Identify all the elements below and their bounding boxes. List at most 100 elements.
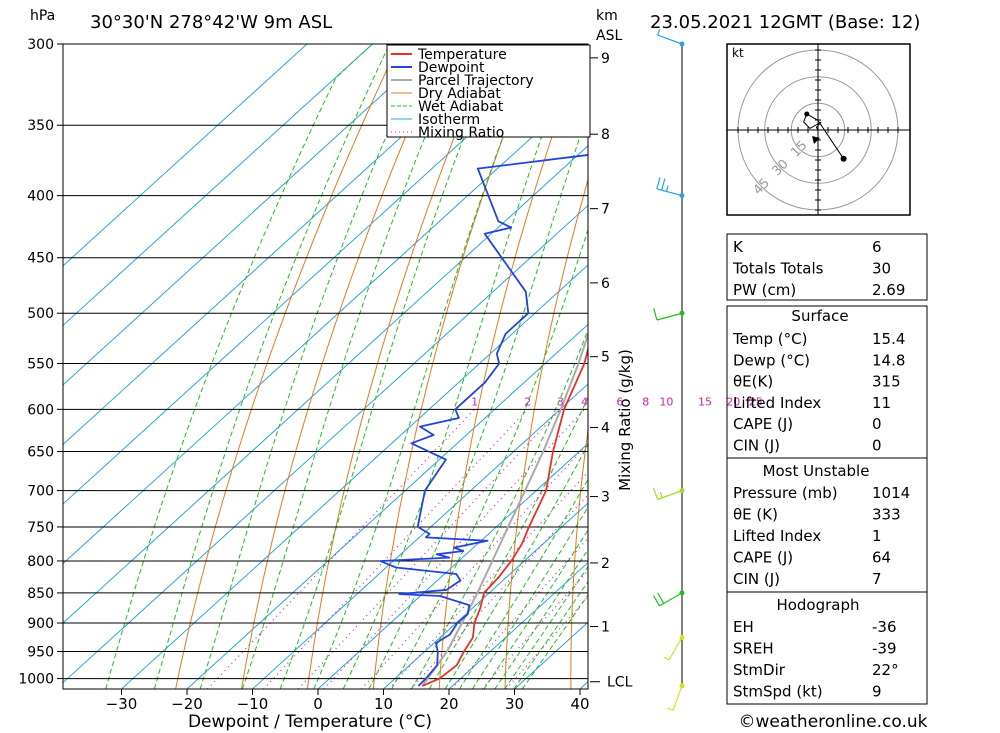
- stat-value: 2.69: [872, 281, 905, 299]
- wind-barb-dot: [679, 488, 685, 494]
- pressure-label: 850: [27, 586, 54, 602]
- x-tick-label: 30: [505, 695, 524, 713]
- stat-value: 0: [872, 437, 882, 455]
- most-unstable-title: Most Unstable: [763, 462, 870, 480]
- isotherm-line: [63, 44, 570, 505]
- x-tick-label: −20: [171, 695, 203, 713]
- wind-barb-staff: [657, 490, 683, 501]
- legend-isotherm: Isotherm: [418, 112, 480, 128]
- wet-adiabat-line: [105, 44, 373, 689]
- wind-barb-flag: [661, 178, 666, 191]
- legend: Temperature Dewpoint Parcel Trajectory D…: [386, 44, 591, 141]
- wind-barb-flag: [657, 592, 665, 604]
- stat-label: CAPE (J): [733, 549, 793, 567]
- pressure-lines: [63, 44, 588, 680]
- isotherm-line: [63, 85, 588, 565]
- x-tick-label: 40: [570, 695, 589, 713]
- wind-barb-dot: [679, 590, 685, 596]
- wet-adiabat-line: [199, 44, 428, 689]
- stat-value: -36: [872, 618, 897, 636]
- stat-label: CIN (J): [733, 437, 780, 455]
- surface-title: Surface: [791, 307, 848, 325]
- pressure-label: 750: [27, 520, 54, 536]
- km-label: 6: [601, 276, 610, 292]
- stat-value: 9: [872, 683, 882, 701]
- stat-label: CAPE (J): [733, 415, 793, 433]
- stat-value: 0: [872, 415, 882, 433]
- wind-barb-staff: [657, 34, 683, 45]
- mixing-ratio-line: [323, 408, 586, 689]
- pressure-label: 300: [27, 37, 54, 53]
- stat-value: 11: [872, 394, 891, 412]
- wind-barb-staff: [668, 637, 683, 661]
- temperature-axis: −30 −20 −10 0 10 20 30 40: [106, 689, 590, 713]
- x-axis-label: Dewpoint / Temperature (°C): [188, 712, 432, 732]
- pressure-label: 550: [27, 357, 54, 373]
- legend-box: [386, 44, 591, 138]
- pressure-label: 900: [27, 616, 54, 632]
- legend-dewpoint: Dewpoint: [418, 60, 485, 76]
- km-label: 3: [601, 490, 610, 506]
- wind-barb: [652, 590, 685, 607]
- pressure-label: 800: [27, 554, 54, 570]
- wind-barb: [653, 308, 685, 321]
- isotherm-line: [63, 145, 588, 624]
- pressure-label: 950: [27, 645, 54, 661]
- temperature-series: [421, 345, 588, 687]
- stat-label: θE (K): [733, 506, 778, 524]
- dry-adiabat-line: [438, 44, 586, 689]
- credit: ©weatheronline.co.uk: [738, 712, 927, 732]
- lcl-label: LCL: [607, 675, 633, 691]
- dry-adiabat-line: [372, 44, 539, 689]
- location-title: 30°30'N 278°42'W 9m ASL: [90, 12, 332, 33]
- km-label: 1: [601, 620, 610, 636]
- pressure-label: 1000: [18, 672, 54, 688]
- temperature-line: [421, 345, 588, 687]
- stat-value: 315: [872, 373, 901, 391]
- mixing-ratio-label: 4: [581, 395, 588, 408]
- hodograph-stats-title: Hodograph: [776, 596, 859, 614]
- wet-adiabat-line: [313, 44, 539, 689]
- dry-adiabat-line: [984, 35, 1000, 689]
- wind-barb-half: [657, 29, 661, 36]
- stat-label: Totals Totals: [732, 260, 824, 278]
- x-tick-label: −10: [237, 695, 269, 713]
- asl-label: ASL: [596, 28, 622, 44]
- wind-barb-flag: [652, 487, 659, 500]
- hpa-label: hPa: [30, 8, 55, 24]
- wind-barb-half: [659, 491, 663, 499]
- stat-label: Pressure (mb): [733, 484, 838, 502]
- stat-label: EH: [733, 618, 754, 636]
- stat-label: Lifted Index: [733, 394, 821, 412]
- mixing-ratio-label: 20: [726, 395, 740, 408]
- wind-barb-dot: [679, 41, 685, 47]
- dewpoint-line: [379, 154, 588, 687]
- isotherm-line: [317, 442, 588, 689]
- wind-barb-flag: [652, 595, 661, 607]
- dry-adiabat-lines: [175, 35, 1000, 689]
- km-label: 7: [601, 202, 610, 218]
- stat-value: 30: [872, 260, 891, 278]
- mixing-ratio-label: 8: [642, 395, 649, 408]
- stat-value: 1014: [872, 484, 910, 502]
- wind-barb: [656, 177, 685, 199]
- wind-barb-half: [663, 656, 670, 661]
- hodograph-unit: kt: [732, 46, 744, 60]
- pressure-label: 450: [27, 251, 54, 267]
- wind-barb-dot: [679, 683, 685, 689]
- wet-adiabat-line: [241, 44, 465, 689]
- wind-barb: [657, 29, 685, 47]
- wind-barb: [652, 487, 685, 501]
- pressure-label: 600: [27, 402, 54, 418]
- stat-value: 7: [872, 570, 882, 588]
- stat-label: Lifted Index: [733, 527, 821, 545]
- stat-value: -39: [872, 640, 897, 658]
- indices-box: [726, 233, 928, 301]
- mixing-ratio-label: 2: [524, 395, 531, 408]
- wind-profile: [652, 29, 685, 711]
- km-label: 2: [601, 556, 610, 572]
- mixing-ratio-axis-label: Mixing Ratio (g/kg): [616, 349, 634, 491]
- stat-value: 64: [872, 549, 891, 567]
- isotherm-line: [63, 44, 504, 446]
